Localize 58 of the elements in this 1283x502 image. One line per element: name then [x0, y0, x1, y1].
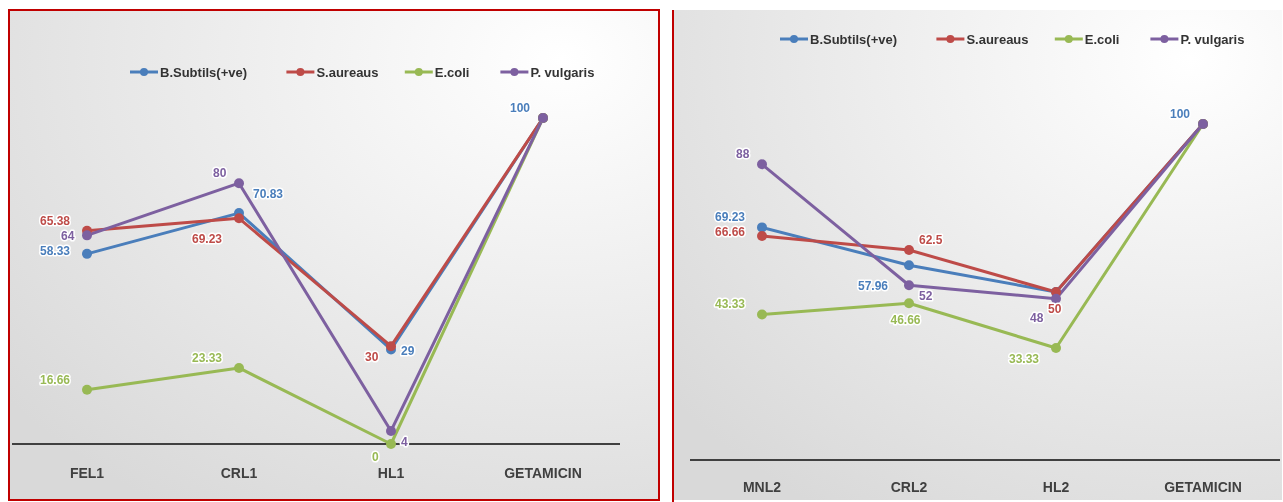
- legend-label: S.aureaus: [316, 65, 379, 80]
- x-tick-label: CRL2: [890, 479, 928, 495]
- point: [904, 280, 914, 291]
- x-tick-label: HL1: [377, 465, 405, 481]
- data-label: 46.66: [890, 313, 921, 328]
- data-label: 64: [61, 228, 75, 243]
- point: [757, 309, 767, 320]
- legend-label: E.coli: [1084, 32, 1120, 47]
- point: [234, 213, 244, 224]
- x-tick-label: GETAMICIN: [504, 465, 582, 481]
- data-label: 33.33: [1009, 352, 1040, 367]
- x-tick-label: FEL1: [69, 465, 105, 481]
- data-label: 29: [401, 344, 415, 359]
- data-label: 48: [1030, 311, 1044, 325]
- data-label: 23.33: [192, 350, 223, 365]
- legend-label: E.coli: [434, 65, 470, 80]
- data-label: 69.23: [192, 232, 223, 247]
- point: [757, 231, 767, 242]
- point: [1051, 293, 1061, 304]
- point: [234, 362, 244, 373]
- data-label: 30: [365, 350, 379, 365]
- point: [757, 159, 767, 170]
- point: [904, 298, 914, 309]
- legend-label: P. vulgaris: [530, 65, 595, 80]
- data-label: 16.66: [40, 372, 71, 387]
- point: [386, 425, 396, 436]
- point: [904, 245, 914, 255]
- legend-label: B.Subtils(+ve): [160, 65, 248, 80]
- data-label: 80: [213, 166, 227, 181]
- data-label: 50: [1048, 302, 1062, 316]
- point: [904, 260, 914, 271]
- x-tick-label: GETAMICIN: [1164, 479, 1242, 495]
- data-label: 58.33: [40, 243, 71, 258]
- data-label: 70.83: [253, 187, 284, 202]
- data-label: 69.23: [715, 210, 746, 225]
- legend-label: P. vulgaris: [1180, 32, 1245, 47]
- data-label: 88: [736, 147, 750, 162]
- point: [1051, 343, 1061, 354]
- x-tick-label: MNL2: [742, 479, 782, 495]
- data-label: 100: [1170, 107, 1191, 121]
- data-label: 0: [372, 449, 379, 464]
- x-tick-label: CRL1: [220, 465, 258, 481]
- point: [82, 230, 92, 241]
- point: [82, 384, 92, 395]
- data-label: 66.66: [715, 225, 746, 240]
- point: [386, 439, 396, 449]
- point: [82, 248, 92, 259]
- data-label: 43.33: [715, 297, 746, 312]
- data-label: 62.5: [919, 233, 943, 247]
- point: [234, 178, 244, 189]
- point: [757, 222, 767, 233]
- legend-label: S.aureaus: [966, 32, 1029, 47]
- data-label: 52: [919, 289, 933, 304]
- legend-label: B.Subtils(+ve): [810, 32, 898, 47]
- x-tick-label: HL2: [1042, 479, 1070, 495]
- data-label: 57.96: [858, 279, 889, 294]
- data-label: 100: [510, 101, 531, 115]
- data-label: 65.38: [40, 213, 71, 228]
